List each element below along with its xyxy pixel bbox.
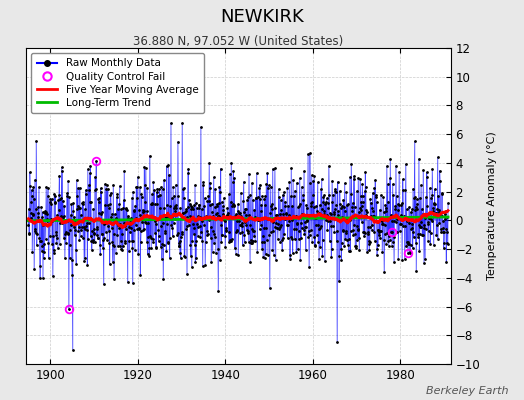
Legend: Raw Monthly Data, Quality Control Fail, Five Year Moving Average, Long-Term Tren: Raw Monthly Data, Quality Control Fail, … [31,53,204,113]
Text: NEWKIRK: NEWKIRK [220,8,304,26]
Text: Berkeley Earth: Berkeley Earth [426,386,508,396]
Y-axis label: Temperature Anomaly (°C): Temperature Anomaly (°C) [487,132,497,280]
Title: 36.880 N, 97.052 W (United States): 36.880 N, 97.052 W (United States) [133,35,344,48]
